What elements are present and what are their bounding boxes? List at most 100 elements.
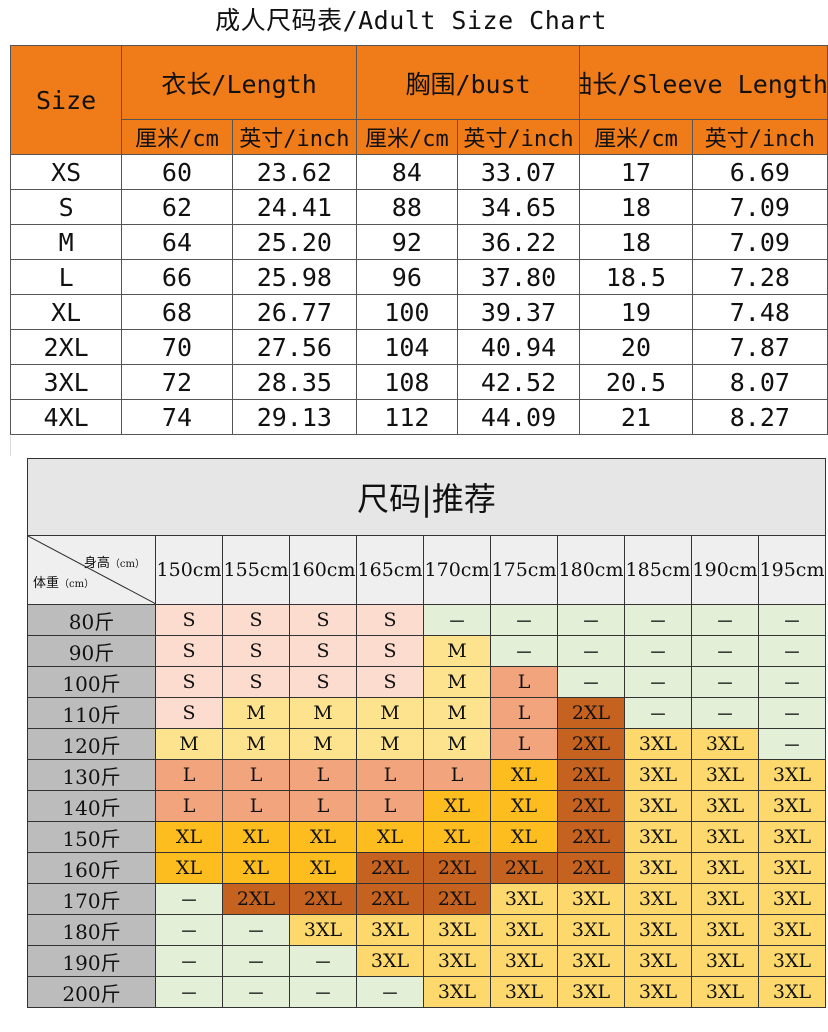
weight-label: 110斤 — [27, 697, 156, 729]
recommended-size-cell: － — [155, 945, 223, 977]
size-recommendation-table: 尺码|推荐 身高（cm） 体重（cm） 150cm 155cm 160cm 165cm… — [27, 458, 826, 1008]
measure-cell: 70 — [121, 329, 233, 365]
recommended-size-cell: 2XL — [490, 852, 558, 884]
measure-cell: 7.28 — [691, 259, 828, 295]
recommended-size-cell: L — [155, 790, 223, 822]
recommended-size-cell: 2XL — [557, 728, 625, 760]
measure-cell: 42.52 — [456, 364, 581, 400]
weight-label: 100斤 — [27, 666, 156, 698]
measure-cell: 19 — [579, 294, 693, 330]
length-header: 衣长/Length — [121, 45, 357, 120]
size-label: 2XL — [9, 329, 123, 365]
recommended-size-cell: S — [356, 635, 424, 667]
size-label: 3XL — [9, 364, 123, 400]
recommended-size-cell: XL — [490, 759, 558, 791]
measure-cell: 60 — [121, 154, 233, 190]
recommended-size-cell: 2XL — [557, 821, 625, 853]
measure-cell: 18 — [579, 189, 693, 225]
recommended-size-cell: 3XL — [691, 945, 759, 977]
size-row: M 64 25.20 92 36.22 18 7.09 — [9, 224, 828, 260]
recommended-size-cell: L — [289, 790, 357, 822]
measure-cell: 8.07 — [691, 364, 828, 400]
measure-cell: 88 — [355, 189, 458, 225]
recommended-size-cell: M — [155, 728, 223, 760]
recommended-size-cell: S — [155, 666, 223, 698]
height-header: 175cm — [490, 535, 558, 605]
measure-cell: 17 — [579, 154, 693, 190]
weight-label: 200斤 — [27, 976, 156, 1008]
recommended-size-cell: － — [155, 883, 223, 915]
recommended-size-cell: － — [691, 666, 759, 698]
recommended-size-cell: 3XL — [356, 945, 424, 977]
recommended-size-cell: 3XL — [557, 945, 625, 977]
recommended-size-cell: M — [356, 728, 424, 760]
measure-cell: 68 — [121, 294, 233, 330]
recommended-size-cell: XL — [155, 852, 223, 884]
size-row: XS 60 23.62 84 33.07 17 6.69 — [9, 154, 828, 190]
recommended-size-cell: L — [490, 697, 558, 729]
diagonal-line — [28, 536, 155, 604]
recommended-size-cell: 3XL — [557, 883, 625, 915]
size-header: Size — [9, 45, 123, 155]
page-title: 成人尺码表/Adult Size Chart — [215, 6, 607, 35]
weight-row: 150斤 XL XL XL XL XL XL 2XL 3XL 3XL 3XL — [27, 821, 826, 853]
recommended-size-cell: 3XL — [624, 883, 692, 915]
recommended-size-cell: － — [155, 914, 223, 946]
recommended-size-cell: 3XL — [490, 976, 558, 1008]
weight-label: 体重（cm） — [33, 576, 95, 591]
recommended-size-cell: 3XL — [758, 759, 826, 791]
recommended-size-cell: － — [557, 635, 625, 667]
height-label: 身高（cm） — [83, 556, 145, 571]
height-header: 190cm — [691, 535, 759, 605]
weight-label: 120斤 — [27, 728, 156, 760]
recommended-size-cell: － — [624, 697, 692, 729]
recommended-size-cell: － — [490, 604, 558, 636]
measure-cell: 64 — [121, 224, 233, 260]
recommended-size-cell: 3XL — [691, 790, 759, 822]
recommended-size-cell: XL — [222, 852, 290, 884]
recommended-size-cell: XL — [490, 821, 558, 853]
recommended-size-cell: L — [356, 790, 424, 822]
recommended-size-cell: 3XL — [557, 914, 625, 946]
recommended-size-cell: S — [289, 666, 357, 698]
measure-cell: 96 — [355, 259, 458, 295]
size-label: M — [9, 224, 123, 260]
recommended-size-cell: S — [289, 635, 357, 667]
recommended-size-cell: － — [691, 697, 759, 729]
size-row: 2XL 70 27.56 104 40.94 20 7.87 — [9, 329, 828, 365]
grid-lines — [10, 436, 828, 456]
recommended-size-cell: － — [356, 976, 424, 1008]
recommended-size-cell: L — [356, 759, 424, 791]
unit-header: 英寸/inch — [231, 119, 357, 155]
recommended-size-cell: 3XL — [691, 821, 759, 853]
measure-cell: 20.5 — [579, 364, 693, 400]
height-header: 150cm — [155, 535, 223, 605]
unit-header: 英寸/inch — [691, 119, 828, 155]
recommended-size-cell: 3XL — [758, 821, 826, 853]
recommended-size-cell: S — [289, 604, 357, 636]
recommended-size-cell: 3XL — [758, 945, 826, 977]
recommended-size-cell: M — [222, 728, 290, 760]
measure-cell: 25.20 — [231, 224, 357, 260]
sleeve-length-header: 袖长/Sleeve Length — [579, 45, 828, 120]
measure-cell: 29.13 — [231, 399, 357, 435]
recommended-size-cell: L — [423, 759, 491, 791]
weight-label: 180斤 — [27, 914, 156, 946]
weight-label: 90斤 — [27, 635, 156, 667]
measure-cell: 37.80 — [456, 259, 581, 295]
recommended-size-cell: － — [557, 604, 625, 636]
measure-cell: 6.69 — [691, 154, 828, 190]
weight-row: 110斤 S M M M M L 2XL －－－ — [27, 697, 826, 729]
weight-row: 180斤－－ 3XL 3XL 3XL 3XL 3XL 3XL 3XL 3XL — [27, 914, 826, 946]
measure-cell: 25.98 — [231, 259, 357, 295]
recommended-size-cell: － — [490, 635, 558, 667]
recommended-size-cell: XL — [423, 821, 491, 853]
recommended-size-cell: 2XL — [557, 790, 625, 822]
recommended-size-cell: 3XL — [691, 883, 759, 915]
size-label: 4XL — [9, 399, 123, 435]
recommended-size-cell: － — [758, 635, 826, 667]
height-header: 195cm — [758, 535, 826, 605]
recommended-size-cell: S — [155, 697, 223, 729]
recommended-size-cell: M — [423, 666, 491, 698]
recommended-size-cell: 3XL — [758, 976, 826, 1008]
